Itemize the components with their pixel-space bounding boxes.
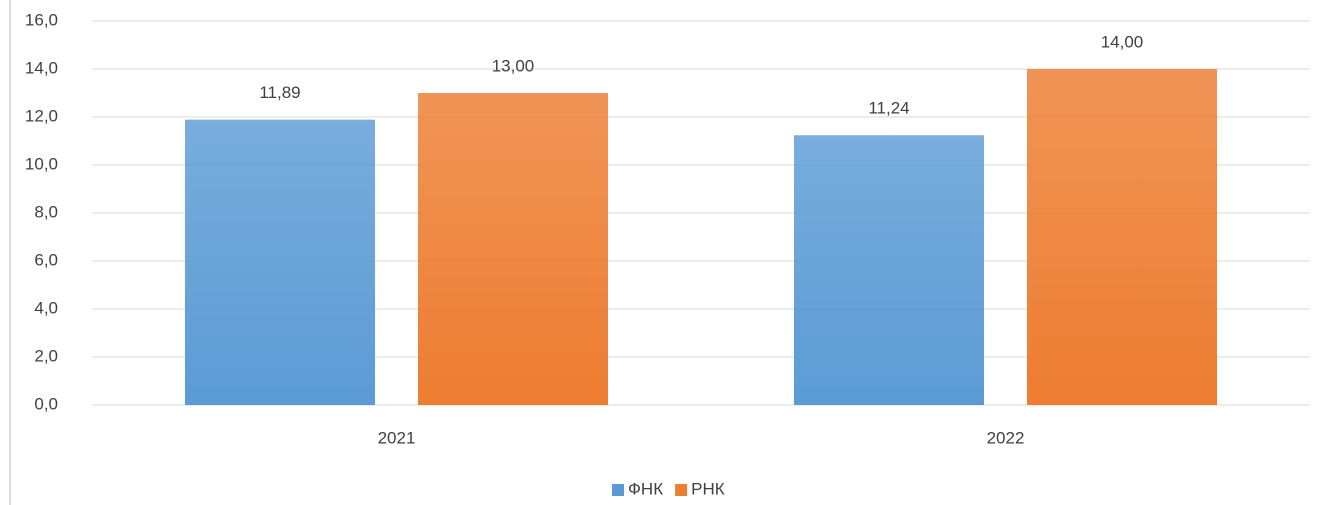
y-tick-label: 0,0: [34, 394, 58, 413]
x-tick-label: 2022: [987, 428, 1025, 447]
bar: [418, 93, 608, 405]
y-tick-label: 12,0: [25, 106, 58, 125]
y-tick-label: 4,0: [34, 298, 58, 317]
bar: [185, 119, 375, 405]
x-tick-label: 2021: [378, 428, 416, 447]
y-tick-label: 6,0: [34, 250, 58, 269]
y-tick-label: 2,0: [34, 346, 58, 365]
bar: [794, 135, 984, 406]
y-tick-label: 8,0: [34, 202, 58, 221]
legend-swatch: [612, 484, 624, 496]
value-label: 13,00: [492, 56, 535, 75]
legend-label: ФНК: [628, 479, 663, 498]
value-label: 11,89: [259, 83, 300, 102]
y-tick-label: 10,0: [25, 154, 58, 173]
value-label: 11,24: [868, 99, 909, 118]
y-tick-label: 16,0: [25, 10, 58, 29]
value-label: 14,00: [1101, 32, 1144, 51]
bar: [1027, 69, 1217, 405]
legend-swatch: [675, 484, 688, 496]
legend-label: РНК: [691, 479, 725, 498]
y-tick-label: 14,0: [25, 58, 58, 77]
